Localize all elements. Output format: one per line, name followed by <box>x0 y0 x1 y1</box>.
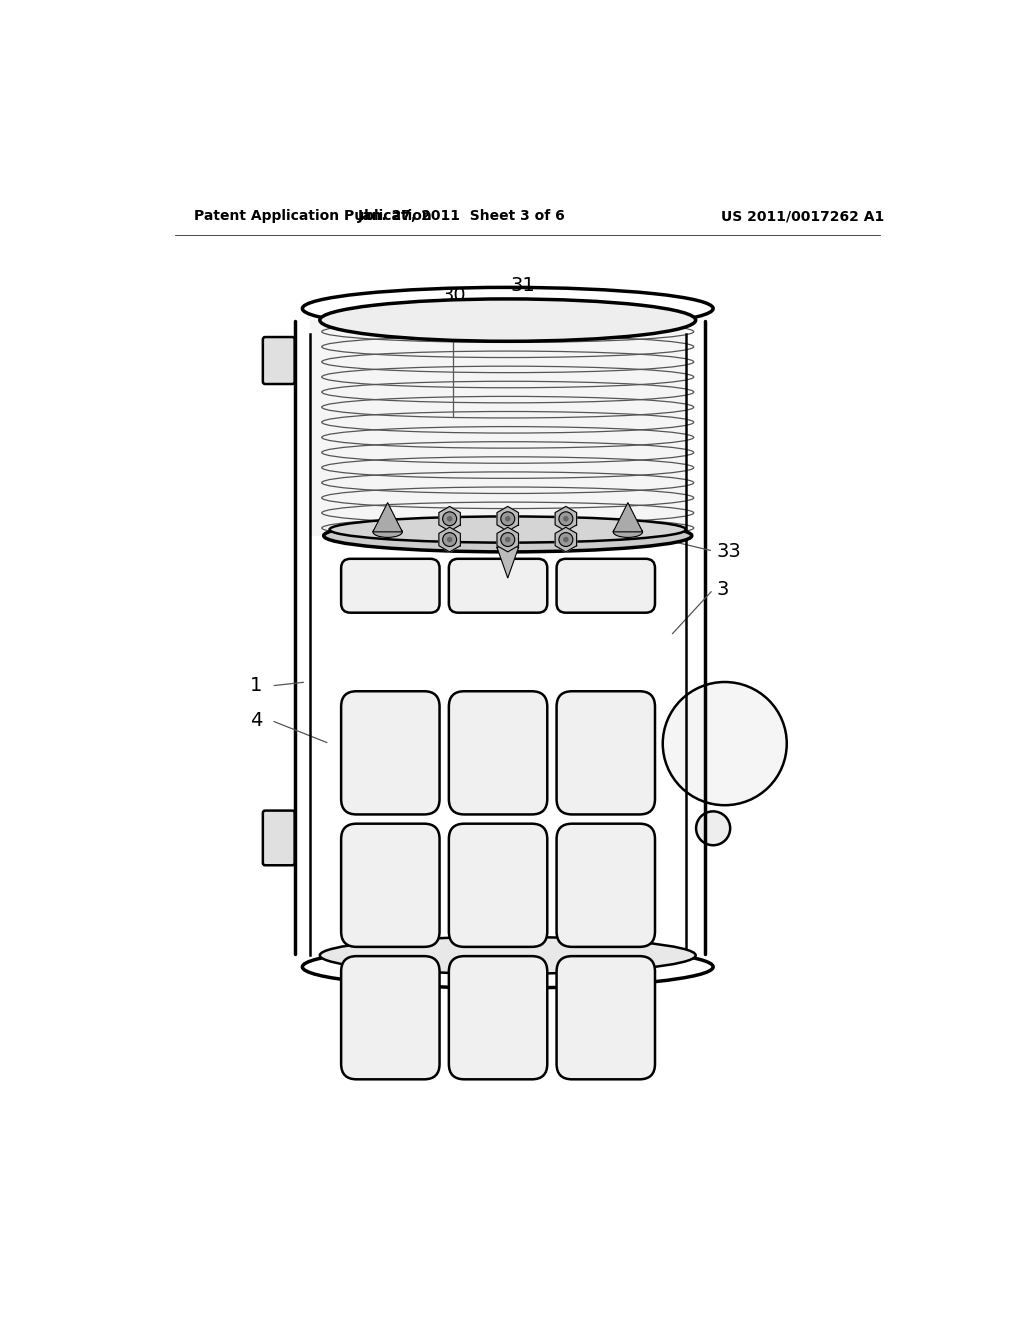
Circle shape <box>505 516 511 521</box>
Text: Fig. 3: Fig. 3 <box>575 1035 656 1061</box>
Text: Patent Application Publication: Patent Application Publication <box>194 209 432 223</box>
Ellipse shape <box>497 543 518 552</box>
FancyBboxPatch shape <box>557 558 655 612</box>
Circle shape <box>563 516 568 521</box>
Ellipse shape <box>319 298 695 342</box>
Circle shape <box>559 512 572 525</box>
Polygon shape <box>439 507 461 531</box>
Ellipse shape <box>613 527 643 537</box>
Circle shape <box>696 812 730 845</box>
FancyBboxPatch shape <box>341 558 439 612</box>
Text: 33: 33 <box>717 541 741 561</box>
FancyBboxPatch shape <box>449 824 547 946</box>
Polygon shape <box>555 507 577 531</box>
Circle shape <box>446 516 453 521</box>
Polygon shape <box>373 503 402 532</box>
Circle shape <box>559 532 572 546</box>
Text: 30: 30 <box>441 286 466 305</box>
FancyBboxPatch shape <box>557 692 655 814</box>
Ellipse shape <box>319 937 695 974</box>
Polygon shape <box>555 527 577 552</box>
Polygon shape <box>310 321 686 536</box>
Text: 1: 1 <box>250 676 262 696</box>
FancyBboxPatch shape <box>449 558 547 612</box>
Text: Jan. 27, 2011  Sheet 3 of 6: Jan. 27, 2011 Sheet 3 of 6 <box>357 209 565 223</box>
Circle shape <box>442 512 457 525</box>
Circle shape <box>446 537 453 543</box>
Polygon shape <box>613 503 643 532</box>
FancyBboxPatch shape <box>341 956 439 1080</box>
FancyBboxPatch shape <box>341 692 439 814</box>
Ellipse shape <box>324 520 692 552</box>
Polygon shape <box>497 507 518 531</box>
Polygon shape <box>497 527 518 552</box>
Ellipse shape <box>330 516 686 543</box>
Circle shape <box>563 537 568 543</box>
Text: 4: 4 <box>250 711 262 730</box>
FancyBboxPatch shape <box>341 824 439 946</box>
Text: 31: 31 <box>511 276 536 294</box>
FancyBboxPatch shape <box>557 824 655 946</box>
Circle shape <box>501 532 515 546</box>
Polygon shape <box>439 527 461 552</box>
FancyBboxPatch shape <box>449 956 547 1080</box>
Circle shape <box>663 682 786 805</box>
FancyBboxPatch shape <box>263 337 295 384</box>
Circle shape <box>442 532 457 546</box>
FancyBboxPatch shape <box>449 692 547 814</box>
FancyBboxPatch shape <box>557 956 655 1080</box>
FancyBboxPatch shape <box>263 810 295 866</box>
Polygon shape <box>497 548 518 578</box>
Text: 3: 3 <box>717 579 729 599</box>
Ellipse shape <box>373 527 402 537</box>
Text: US 2011/0017262 A1: US 2011/0017262 A1 <box>721 209 884 223</box>
Circle shape <box>501 512 515 525</box>
Circle shape <box>505 537 511 543</box>
